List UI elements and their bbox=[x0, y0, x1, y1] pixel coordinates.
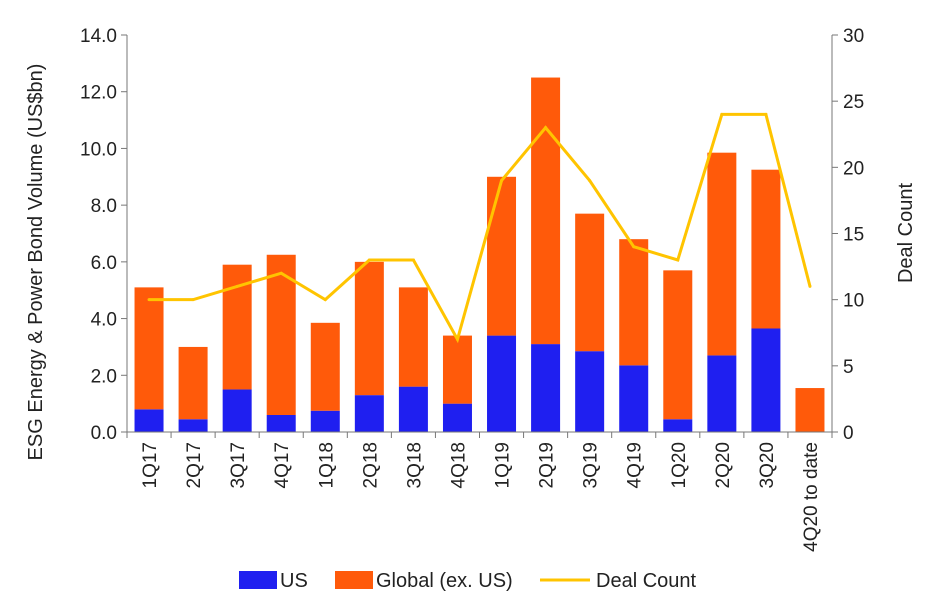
bar-global-ex-us-3 bbox=[266, 254, 296, 415]
deal-count-point-0 bbox=[147, 298, 151, 302]
x-tick-label-15: 4Q20 to date bbox=[801, 442, 822, 552]
y2-tick-label-0: 0 bbox=[843, 423, 854, 444]
bar-us-5 bbox=[354, 395, 384, 432]
bar-us-13 bbox=[707, 355, 737, 432]
x-tick-label-12: 1Q20 bbox=[669, 442, 690, 488]
bar-global-ex-us-5 bbox=[354, 261, 384, 396]
deal-count-point-6 bbox=[411, 258, 415, 262]
x-tick-label-3: 4Q17 bbox=[272, 442, 293, 488]
bar-global-ex-us-6 bbox=[398, 287, 428, 387]
x-tick-label-8: 1Q19 bbox=[493, 442, 514, 488]
y-tick-label-4: 8.0 bbox=[91, 196, 117, 217]
y2-tick-label-1: 5 bbox=[843, 357, 854, 378]
bar-us-10 bbox=[575, 351, 605, 432]
legend-label-us: US bbox=[280, 570, 308, 592]
y2-tick-label-2: 10 bbox=[843, 291, 864, 312]
bar-global-ex-us-12 bbox=[663, 270, 693, 420]
bar-global-ex-us-7 bbox=[442, 335, 472, 404]
bar-us-6 bbox=[398, 386, 428, 432]
bar-us-2 bbox=[222, 389, 252, 432]
x-tick-label-6: 3Q18 bbox=[404, 442, 425, 488]
deal-count-line bbox=[149, 112, 812, 344]
y-tick-label-2: 4.0 bbox=[91, 310, 117, 331]
deal-count-point-7 bbox=[455, 337, 459, 341]
y2-tick-label-4: 20 bbox=[843, 158, 864, 179]
y2-tick-label-3: 15 bbox=[843, 225, 864, 246]
x-tick-label-9: 2Q19 bbox=[537, 442, 558, 488]
bar-us-1 bbox=[178, 419, 208, 432]
bar-global-ex-us-14 bbox=[751, 169, 781, 329]
deal-count-point-4 bbox=[323, 298, 327, 302]
bar-us-3 bbox=[266, 414, 296, 432]
y-tick-label-3: 6.0 bbox=[91, 253, 117, 274]
bar-us-14 bbox=[751, 328, 781, 432]
legend: US Global (ex. US) Deal Count bbox=[239, 570, 697, 592]
bar-us-0 bbox=[134, 409, 164, 432]
x-tick-label-14: 3Q20 bbox=[757, 442, 778, 488]
y-axis-title: ESG Energy & Power Bond Volume (US$bn) bbox=[25, 64, 47, 461]
y2-tick-label-5: 25 bbox=[843, 92, 864, 113]
deal-count-point-14 bbox=[764, 112, 768, 116]
bar-global-ex-us-0 bbox=[134, 287, 164, 410]
bar-global-ex-us-4 bbox=[310, 322, 340, 411]
deal-count-point-10 bbox=[588, 179, 592, 183]
y-tick-label-6: 12.0 bbox=[80, 83, 117, 104]
x-tick-label-0: 1Q17 bbox=[140, 442, 161, 488]
deal-count-point-11 bbox=[632, 245, 636, 249]
y2-axis-title: Deal Count bbox=[895, 183, 917, 284]
y-tick-label-5: 10.0 bbox=[80, 139, 117, 160]
y-tick-label-1: 2.0 bbox=[91, 366, 117, 387]
deal-count-point-1 bbox=[191, 298, 195, 302]
bar-us-9 bbox=[531, 344, 561, 432]
bar-global-ex-us-15 bbox=[795, 388, 825, 432]
deal-count-point-5 bbox=[367, 258, 371, 262]
x-tick-label-4: 1Q18 bbox=[316, 442, 337, 488]
bar-global-ex-us-8 bbox=[487, 176, 517, 336]
bar-us-11 bbox=[619, 365, 649, 432]
legend-label-global-ex-us: Global (ex. US) bbox=[376, 570, 513, 592]
axes-layer: 0.0 2.0 4.0 6.0 8.0 10.0 12.0 14.0 0 5 10 15 20 25 30 1… bbox=[80, 26, 864, 552]
bar-global-ex-us-13 bbox=[707, 152, 737, 356]
bar-us-12 bbox=[663, 419, 693, 432]
bar-global-ex-us-1 bbox=[178, 346, 208, 420]
bar-us-7 bbox=[442, 403, 472, 432]
x-tick-label-7: 4Q18 bbox=[448, 442, 469, 488]
y-tick-label-0: 0.0 bbox=[91, 423, 117, 444]
x-tick-label-2: 3Q17 bbox=[228, 442, 249, 488]
bar-global-ex-us-10 bbox=[575, 213, 605, 352]
x-tick-label-11: 4Q19 bbox=[625, 442, 646, 488]
bar-us-4 bbox=[310, 410, 340, 432]
deal-count-point-3 bbox=[279, 271, 283, 275]
bar-global-ex-us-11 bbox=[619, 239, 649, 366]
legend-label-deal-count: Deal Count bbox=[596, 570, 697, 592]
deal-count-point-15 bbox=[808, 284, 812, 288]
deal-count-point-8 bbox=[500, 179, 504, 183]
bar-us-8 bbox=[487, 335, 517, 432]
x-tick-label-1: 2Q17 bbox=[184, 442, 205, 488]
deal-count-point-12 bbox=[676, 258, 680, 262]
x-tick-label-13: 2Q20 bbox=[713, 442, 734, 488]
deal-count-line-layer bbox=[147, 112, 812, 344]
x-tick-label-5: 2Q18 bbox=[360, 442, 381, 488]
legend-swatch-us bbox=[239, 571, 277, 589]
deal-count-point-13 bbox=[720, 112, 724, 116]
deal-count-point-9 bbox=[544, 126, 548, 130]
legend-swatch-global-ex-us bbox=[335, 571, 373, 589]
bar-global-ex-us-9 bbox=[531, 77, 561, 345]
x-tick-label-10: 3Q19 bbox=[581, 442, 602, 488]
y2-tick-label-6: 30 bbox=[843, 26, 864, 47]
deal-count-point-2 bbox=[235, 284, 239, 288]
y-tick-label-7: 14.0 bbox=[80, 26, 117, 47]
